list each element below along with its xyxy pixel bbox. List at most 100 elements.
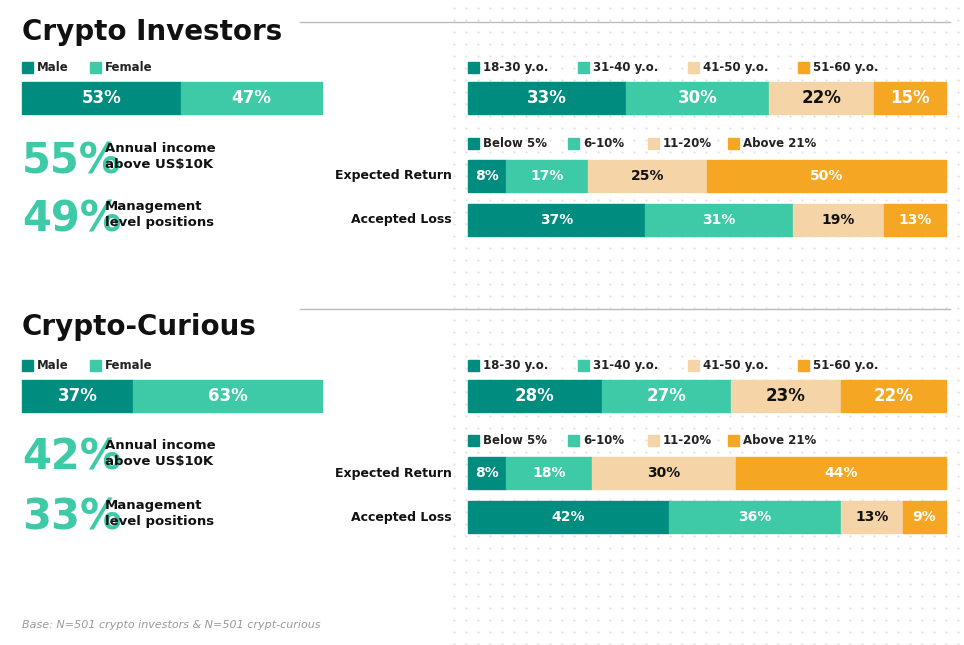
Bar bbox=[468, 204, 645, 236]
Text: 19%: 19% bbox=[821, 213, 855, 227]
Bar bbox=[798, 360, 809, 371]
Text: 37%: 37% bbox=[58, 387, 97, 405]
Bar bbox=[626, 82, 769, 114]
Bar bbox=[602, 380, 731, 412]
Text: 42%: 42% bbox=[22, 437, 121, 479]
Bar bbox=[884, 204, 946, 236]
Text: 36%: 36% bbox=[738, 510, 771, 524]
Bar bbox=[793, 204, 884, 236]
Bar bbox=[731, 380, 841, 412]
Text: Management: Management bbox=[105, 200, 202, 213]
Bar bbox=[688, 360, 699, 371]
Text: level positions: level positions bbox=[105, 216, 214, 229]
Text: 11-20%: 11-20% bbox=[663, 434, 712, 447]
Bar bbox=[728, 435, 739, 446]
Text: 9%: 9% bbox=[913, 510, 936, 524]
Text: Female: Female bbox=[105, 61, 152, 74]
Bar bbox=[22, 380, 133, 412]
Text: Expected Return: Expected Return bbox=[335, 466, 452, 479]
Text: 50%: 50% bbox=[810, 169, 844, 183]
Bar bbox=[769, 82, 874, 114]
Bar bbox=[468, 82, 626, 114]
Bar bbox=[648, 138, 659, 149]
Text: Above 21%: Above 21% bbox=[743, 434, 817, 447]
Text: 6-10%: 6-10% bbox=[583, 137, 624, 150]
Text: 28%: 28% bbox=[515, 387, 555, 405]
Bar bbox=[0, 0, 450, 645]
Text: above US$10K: above US$10K bbox=[105, 158, 213, 171]
Text: 8%: 8% bbox=[475, 466, 499, 480]
Text: 23%: 23% bbox=[766, 387, 806, 405]
Bar bbox=[22, 62, 33, 73]
Bar bbox=[181, 82, 322, 114]
Bar bbox=[468, 435, 479, 446]
Bar bbox=[468, 457, 506, 489]
Bar bbox=[468, 160, 506, 192]
Text: Expected Return: Expected Return bbox=[335, 170, 452, 183]
Text: Male: Male bbox=[37, 359, 68, 372]
Text: 41-50 y.o.: 41-50 y.o. bbox=[703, 61, 768, 74]
Text: level positions: level positions bbox=[105, 515, 214, 528]
Text: above US$10K: above US$10K bbox=[105, 455, 213, 468]
Text: 11-20%: 11-20% bbox=[663, 137, 712, 150]
Bar bbox=[506, 457, 592, 489]
Bar bbox=[707, 160, 946, 192]
Text: Accepted Loss: Accepted Loss bbox=[351, 213, 452, 226]
Text: 18-30 y.o.: 18-30 y.o. bbox=[483, 61, 549, 74]
Text: 27%: 27% bbox=[647, 387, 686, 405]
Text: 31-40 y.o.: 31-40 y.o. bbox=[593, 359, 658, 372]
Text: Management: Management bbox=[105, 499, 202, 512]
Text: 8%: 8% bbox=[475, 169, 499, 183]
Bar bbox=[587, 160, 707, 192]
Bar bbox=[468, 138, 479, 149]
Text: 6-10%: 6-10% bbox=[583, 434, 624, 447]
Text: Base: N=501 crypto investors & N=501 crypt-curious: Base: N=501 crypto investors & N=501 cry… bbox=[22, 620, 320, 630]
Bar bbox=[841, 501, 903, 533]
Text: 53%: 53% bbox=[82, 89, 121, 107]
Text: Below 5%: Below 5% bbox=[483, 137, 547, 150]
Bar bbox=[90, 360, 101, 371]
Bar bbox=[468, 380, 602, 412]
Text: 49%: 49% bbox=[22, 198, 121, 240]
Bar bbox=[648, 435, 659, 446]
Text: 15%: 15% bbox=[891, 89, 930, 107]
Text: 22%: 22% bbox=[802, 89, 842, 107]
Text: 30%: 30% bbox=[648, 466, 681, 480]
Bar bbox=[133, 380, 322, 412]
Text: Male: Male bbox=[37, 61, 68, 74]
Text: 22%: 22% bbox=[873, 387, 913, 405]
Text: Annual income: Annual income bbox=[105, 142, 216, 155]
Text: Accepted Loss: Accepted Loss bbox=[351, 510, 452, 524]
Bar bbox=[736, 457, 946, 489]
Text: 44%: 44% bbox=[824, 466, 858, 480]
Bar bbox=[874, 82, 946, 114]
Text: Crypto Investors: Crypto Investors bbox=[22, 18, 282, 46]
Bar bbox=[22, 360, 33, 371]
Bar bbox=[688, 62, 699, 73]
Text: 31-40 y.o.: 31-40 y.o. bbox=[593, 61, 658, 74]
Bar bbox=[798, 62, 809, 73]
Text: 51-60 y.o.: 51-60 y.o. bbox=[813, 359, 878, 372]
Bar bbox=[568, 435, 579, 446]
Text: 18%: 18% bbox=[532, 466, 566, 480]
Text: 30%: 30% bbox=[678, 89, 717, 107]
Bar bbox=[578, 62, 589, 73]
Text: 41-50 y.o.: 41-50 y.o. bbox=[703, 359, 768, 372]
Bar bbox=[645, 204, 793, 236]
Bar bbox=[22, 82, 181, 114]
Bar bbox=[669, 501, 841, 533]
Bar bbox=[592, 457, 736, 489]
Bar bbox=[903, 501, 946, 533]
Text: 63%: 63% bbox=[207, 387, 248, 405]
Text: 42%: 42% bbox=[551, 510, 585, 524]
Text: 33%: 33% bbox=[22, 497, 121, 539]
Text: 17%: 17% bbox=[530, 169, 564, 183]
Bar bbox=[728, 138, 739, 149]
Text: Female: Female bbox=[105, 359, 152, 372]
Text: 37%: 37% bbox=[540, 213, 573, 227]
Bar bbox=[506, 160, 587, 192]
Text: 55%: 55% bbox=[22, 140, 121, 182]
Text: Below 5%: Below 5% bbox=[483, 434, 547, 447]
Text: 51-60 y.o.: 51-60 y.o. bbox=[813, 61, 878, 74]
Bar bbox=[468, 501, 669, 533]
